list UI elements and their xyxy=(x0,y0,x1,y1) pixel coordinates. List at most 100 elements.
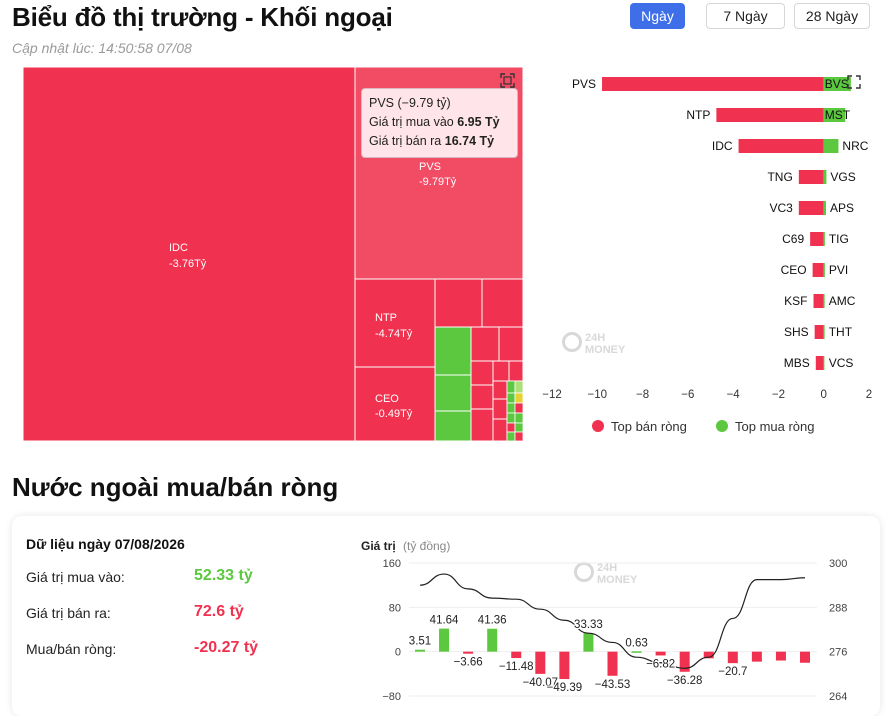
treemap-cell-small[interactable] xyxy=(470,326,500,362)
sell-bar xyxy=(813,294,824,308)
net-bar xyxy=(775,651,786,661)
y-tick-label: −80 xyxy=(382,691,401,703)
treemap-cell-green[interactable] xyxy=(434,410,472,441)
y2-tick-label: 288 xyxy=(829,602,847,614)
sell-category-label: CEO xyxy=(781,263,807,277)
y2-tick-label: 276 xyxy=(829,647,847,659)
y2-tick-label: 264 xyxy=(829,691,847,703)
treemap-cell-idc[interactable] xyxy=(23,67,356,441)
net-summary-card xyxy=(12,516,880,716)
net-bar xyxy=(727,651,738,664)
net-value: -20.27 tỷ xyxy=(194,639,259,656)
range-day-button[interactable]: Ngày xyxy=(630,3,685,29)
treemap-value-pvs: -9.79Tỷ xyxy=(419,176,457,188)
net-bar xyxy=(511,651,522,659)
treemap-cell-small[interactable] xyxy=(498,326,523,362)
sell-category-label: MBS xyxy=(784,356,810,370)
buy-category-label: NRC xyxy=(842,139,868,153)
net-bar xyxy=(679,651,690,672)
treemap-cell-green[interactable] xyxy=(434,326,472,376)
buy-value: 52.33 tỷ xyxy=(194,567,253,584)
treemap-cell-green[interactable] xyxy=(506,380,516,394)
treemap-cell-green[interactable] xyxy=(514,380,523,394)
sell-category-label: NTP xyxy=(686,108,710,122)
buy-value-label: Giá trị mua vào: xyxy=(26,569,125,585)
x-tick-label: −4 xyxy=(727,389,741,401)
treemap-value-idc: -3.76Tỷ xyxy=(169,258,207,270)
treemap-cell-small[interactable] xyxy=(492,398,508,420)
treemap-cell-small[interactable] xyxy=(514,402,523,414)
index-line xyxy=(419,573,806,669)
buy-bar xyxy=(823,139,839,153)
treemap-label-ntp: NTP xyxy=(375,312,397,324)
net-value-label: −3.66 xyxy=(454,657,483,669)
sell-category-label: KSF xyxy=(784,294,807,308)
treemap-cell-small[interactable] xyxy=(492,360,510,382)
sell-bar xyxy=(810,232,824,246)
treemap-cell-small[interactable] xyxy=(514,431,523,441)
y-tick-label: 160 xyxy=(383,558,401,570)
treemap-cell-green[interactable] xyxy=(506,402,516,414)
sell-bar xyxy=(798,201,824,215)
net-bar xyxy=(607,651,618,676)
last-updated: Cập nhật lúc: 14:50:58 07/08 xyxy=(12,40,192,56)
buy-category-label: PVI xyxy=(829,263,848,277)
buy-category-label: THT xyxy=(829,325,853,339)
treemap-cell-small[interactable] xyxy=(470,360,494,386)
sell-value: 72.6 tỷ xyxy=(194,603,244,620)
range-7-days-button[interactable]: 7 Ngày xyxy=(706,3,785,29)
x-tick-label: −6 xyxy=(681,389,694,401)
net-bar xyxy=(631,651,642,653)
net-bar xyxy=(703,651,714,659)
watermark-text: 24H xyxy=(597,562,617,574)
treemap-cell-small[interactable] xyxy=(434,278,483,328)
legend-buy-label: Top mua ròng xyxy=(735,419,815,434)
y-axis-unit: (tỷ đồng) xyxy=(403,539,450,553)
x-tick-label: −10 xyxy=(588,389,608,401)
treemap-cell-small[interactable] xyxy=(492,418,508,441)
treemap-cell-green[interactable] xyxy=(506,431,516,441)
sell-bar xyxy=(738,139,824,153)
range-28-days-button[interactable]: 28 Ngày xyxy=(794,3,870,29)
sell-category-label: PVS xyxy=(572,77,596,91)
treemap-cell-small[interactable] xyxy=(508,360,523,382)
y-tick-label: 80 xyxy=(389,602,401,614)
y2-tick-label: 300 xyxy=(829,558,847,570)
sell-category-label: C69 xyxy=(782,232,804,246)
treemap-cell-green[interactable] xyxy=(506,392,516,404)
tooltip-sell-value: 16.74 Tỷ xyxy=(444,134,495,148)
treemap-label-idc: IDC xyxy=(169,242,188,254)
treemap-cell-green[interactable] xyxy=(514,422,523,433)
legend-sell-dot xyxy=(592,420,604,432)
treemap-cell-green[interactable] xyxy=(506,412,516,424)
sell-bar xyxy=(812,263,824,277)
treemap-cell-small[interactable] xyxy=(506,422,516,433)
treemap-label-pvs: PVS xyxy=(419,161,441,173)
net-value-label: −49.39 xyxy=(547,682,583,694)
net-bar xyxy=(415,649,425,652)
x-tick-label: 0 xyxy=(821,389,827,401)
treemap-cell-green[interactable] xyxy=(434,374,472,412)
net-value-label: −36.28 xyxy=(667,675,703,687)
sell-category-label: VC3 xyxy=(769,201,793,215)
treemap-cell-small[interactable] xyxy=(492,380,508,400)
treemap-cell-small[interactable] xyxy=(470,384,494,410)
treemap-cell-small[interactable] xyxy=(470,408,494,441)
legend-sell-label: Top bán ròng xyxy=(611,419,687,434)
buy-category-label: TIG xyxy=(829,232,849,246)
expand-icon[interactable] xyxy=(500,73,515,88)
treemap-cell-ceo[interactable] xyxy=(354,366,436,441)
watermark-text: MONEY xyxy=(585,344,626,356)
net-value-label: 41.64 xyxy=(430,615,459,627)
sell-bar xyxy=(716,108,824,122)
section-title: Nước ngoài mua/bán ròng xyxy=(12,472,339,502)
buy-bar xyxy=(823,201,826,215)
buy-bar xyxy=(823,170,827,184)
net-bar xyxy=(439,628,450,652)
treemap-cell-green[interactable] xyxy=(514,412,523,424)
treemap-cell-small[interactable] xyxy=(481,278,523,328)
treemap-cell-small[interactable] xyxy=(514,392,523,404)
buy-category-label: VGS xyxy=(830,170,855,184)
